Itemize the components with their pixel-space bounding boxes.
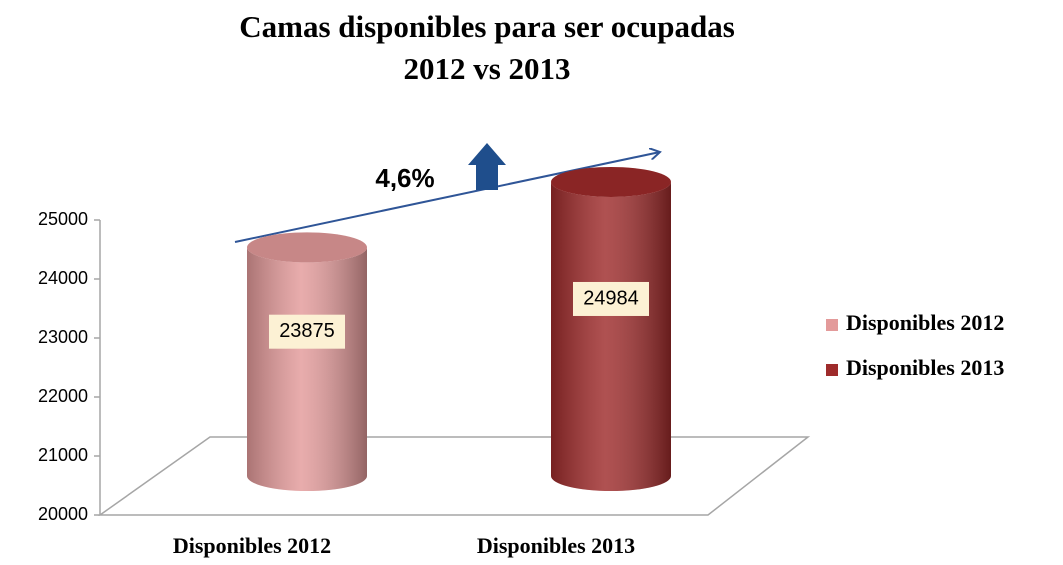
y-tick-label: 21000 xyxy=(38,445,88,465)
y-tick-label: 22000 xyxy=(38,386,88,406)
data-label-box xyxy=(269,314,345,349)
legend-swatch xyxy=(826,319,838,331)
data-label: 24984 xyxy=(583,287,639,309)
legend-swatch xyxy=(826,364,838,376)
chart-title: Camas disponibles para ser ocupadas xyxy=(239,9,735,44)
legend-label: Disponibles 2013 xyxy=(846,355,1004,380)
y-tick-label: 25000 xyxy=(38,209,88,229)
floor xyxy=(97,220,811,516)
annotation: 4,6% xyxy=(375,163,434,193)
up-arrow xyxy=(468,143,506,190)
y-tick-label: 20000 xyxy=(38,504,88,524)
data-label-box xyxy=(573,281,649,316)
shading xyxy=(551,181,671,491)
x-tick-label: Disponibles 2012 xyxy=(173,533,331,558)
shading xyxy=(247,247,367,491)
legend-label: Disponibles 2012 xyxy=(846,310,1004,335)
cylinder-top xyxy=(551,166,671,197)
y-tick-label: 24000 xyxy=(38,268,88,288)
cylinder-top xyxy=(247,232,367,263)
data-label: 23875 xyxy=(279,320,335,342)
shading xyxy=(551,166,671,197)
trend-arrow xyxy=(234,152,660,243)
shading xyxy=(247,232,367,263)
chart-title: 2012 vs 2013 xyxy=(403,51,570,86)
x-tick-label: Disponibles 2013 xyxy=(477,533,635,558)
y-tick-label: 23000 xyxy=(38,327,88,347)
